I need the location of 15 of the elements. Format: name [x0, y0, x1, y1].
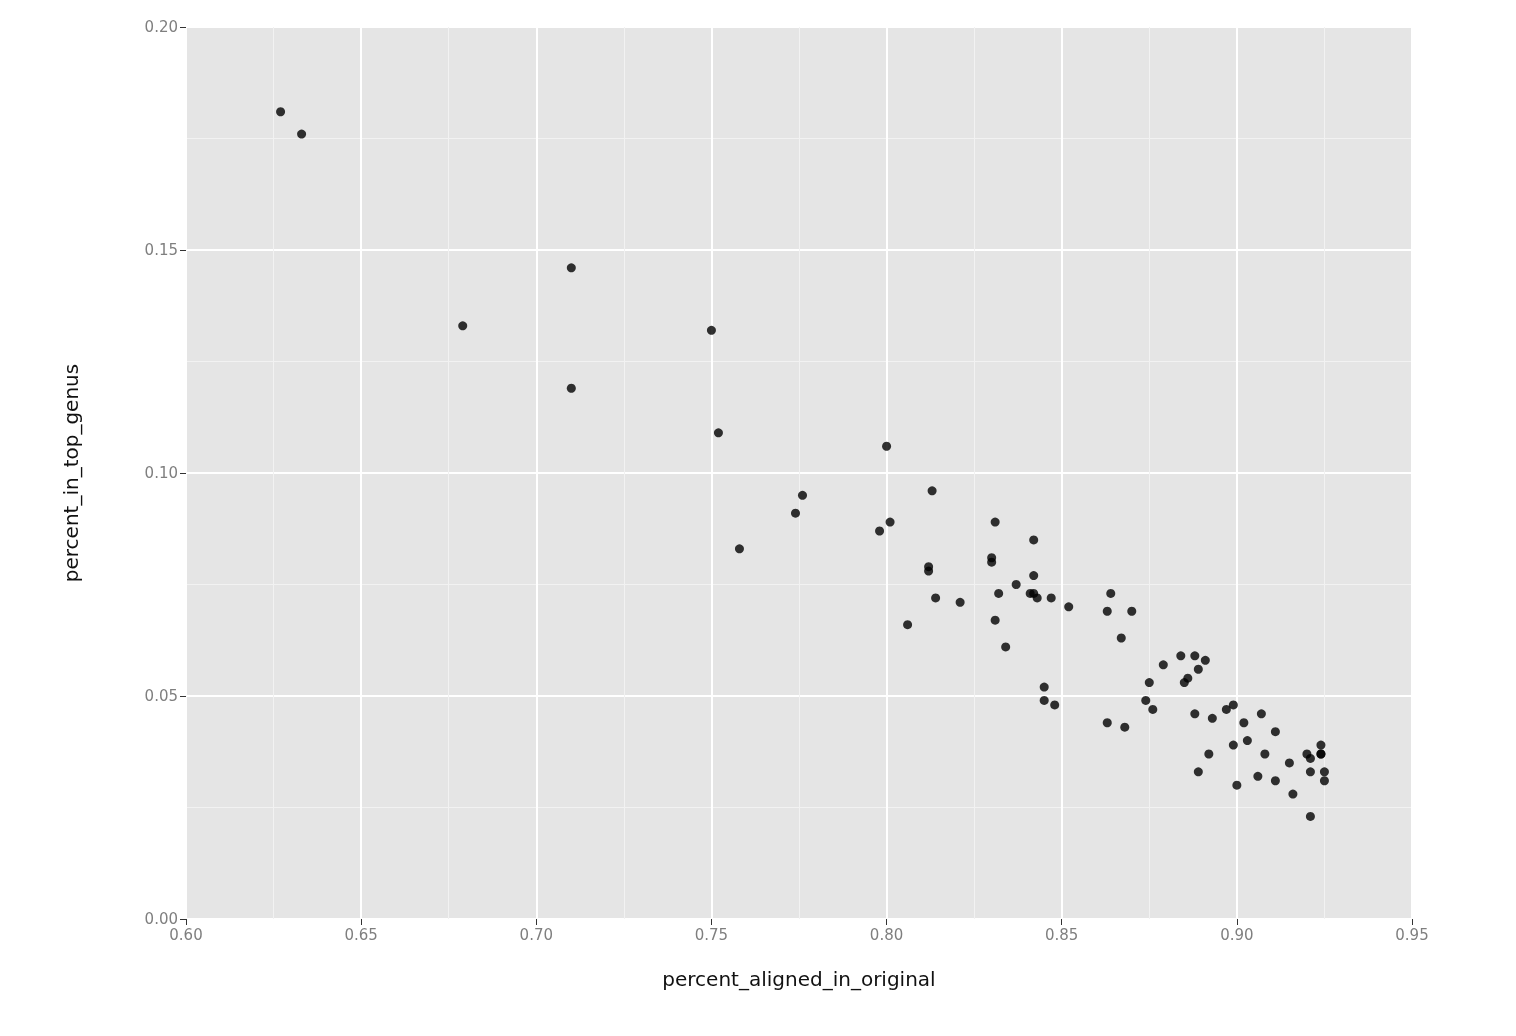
y-tick-label: 0.05: [144, 687, 178, 705]
x-tick-label: 0.70: [519, 925, 553, 944]
x-axis-title: percent_aligned_in_original: [662, 967, 936, 991]
y-axis-title: percent_in_top_genus: [59, 363, 83, 583]
x-tick-label: 0.60: [169, 925, 203, 944]
y-tick-label: 0.20: [144, 18, 178, 36]
x-tick-label: 0.90: [1220, 925, 1254, 944]
x-tick-label: 0.85: [1045, 925, 1079, 944]
x-tick-label: 0.65: [344, 925, 378, 944]
x-tick-label: 0.95: [1395, 925, 1429, 944]
y-tick-label: 0.15: [144, 241, 178, 259]
x-tick-label: 0.80: [869, 925, 904, 944]
x-tick-label: 0.75: [694, 925, 729, 944]
y-tick-label: 0.00: [144, 910, 178, 928]
y-tick-label: 0.10: [144, 464, 178, 482]
